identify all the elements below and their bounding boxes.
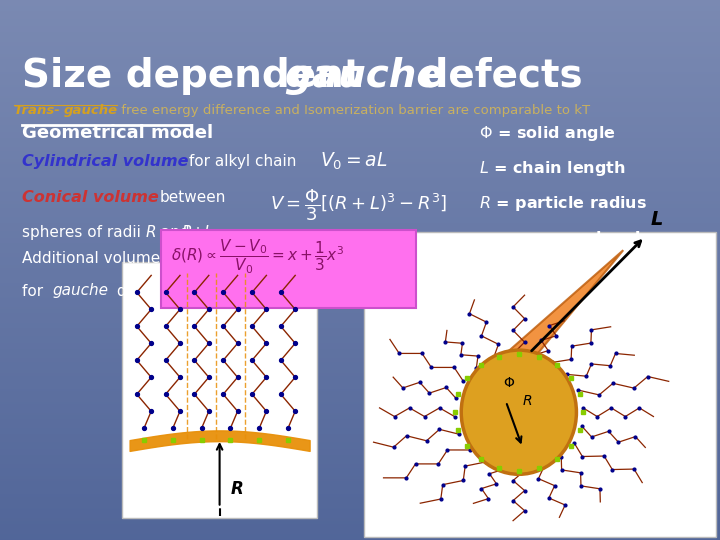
- Text: defects: defects: [112, 284, 173, 299]
- Text: gauche: gauche: [284, 57, 443, 94]
- Text: $\delta(R) \propto \dfrac{V-V_0}{V_0} = x + \dfrac{1}{3}x^3$: $\delta(R) \propto \dfrac{V-V_0}{V_0} = …: [171, 238, 343, 276]
- Text: R: R: [145, 225, 156, 240]
- FancyBboxPatch shape: [161, 230, 416, 308]
- Text: for alkyl chain: for alkyl chain: [184, 154, 296, 169]
- Text: Conical volume: Conical volume: [22, 190, 158, 205]
- Text: Trans-: Trans-: [14, 104, 65, 117]
- Text: $\Phi$: $\Phi$: [503, 375, 515, 389]
- Text: between: between: [160, 190, 226, 205]
- Bar: [122, 262, 317, 518]
- Text: for: for: [22, 284, 48, 299]
- Text: L: L: [651, 210, 663, 228]
- Text: defects: defects: [407, 57, 582, 94]
- Text: spheres of radii: spheres of radii: [22, 225, 145, 240]
- Text: Size dependent: Size dependent: [22, 57, 375, 94]
- Text: $V_0 = aL$: $V_0 = aL$: [320, 151, 388, 172]
- Text: Additional volume: Additional volume: [22, 251, 160, 266]
- Text: $\Phi$ = solid angle: $\Phi$ = solid angle: [479, 124, 616, 143]
- Polygon shape: [507, 250, 624, 353]
- Text: free energy difference and Isomerization barrier are comparable to kT: free energy difference and Isomerization…: [117, 104, 590, 117]
- Text: $x = L\,/\,R$: $x = L\,/\,R$: [428, 254, 502, 274]
- Text: R+L: R+L: [181, 225, 213, 240]
- Bar: [364, 232, 716, 537]
- Text: gauche: gauche: [53, 284, 109, 299]
- Text: and: and: [156, 225, 194, 240]
- Text: R: R: [230, 480, 243, 498]
- Ellipse shape: [462, 350, 577, 474]
- Text: group: group: [500, 262, 554, 277]
- Text: $R$: $R$: [523, 394, 533, 408]
- Text: Geometrical model: Geometrical model: [22, 124, 212, 142]
- Text: Cylindrical volume: Cylindrical volume: [22, 154, 188, 169]
- Text: $a$ = area per head: $a$ = area per head: [479, 230, 640, 248]
- Text: gauche: gauche: [63, 104, 117, 117]
- Text: $L$ = chain length: $L$ = chain length: [479, 159, 626, 178]
- Text: $V = \dfrac{\Phi}{3}\left[(R+L)^3 - R^3\right]$: $V = \dfrac{\Phi}{3}\left[(R+L)^3 - R^3\…: [270, 187, 447, 223]
- Text: $R$ = particle radius: $R$ = particle radius: [479, 194, 647, 213]
